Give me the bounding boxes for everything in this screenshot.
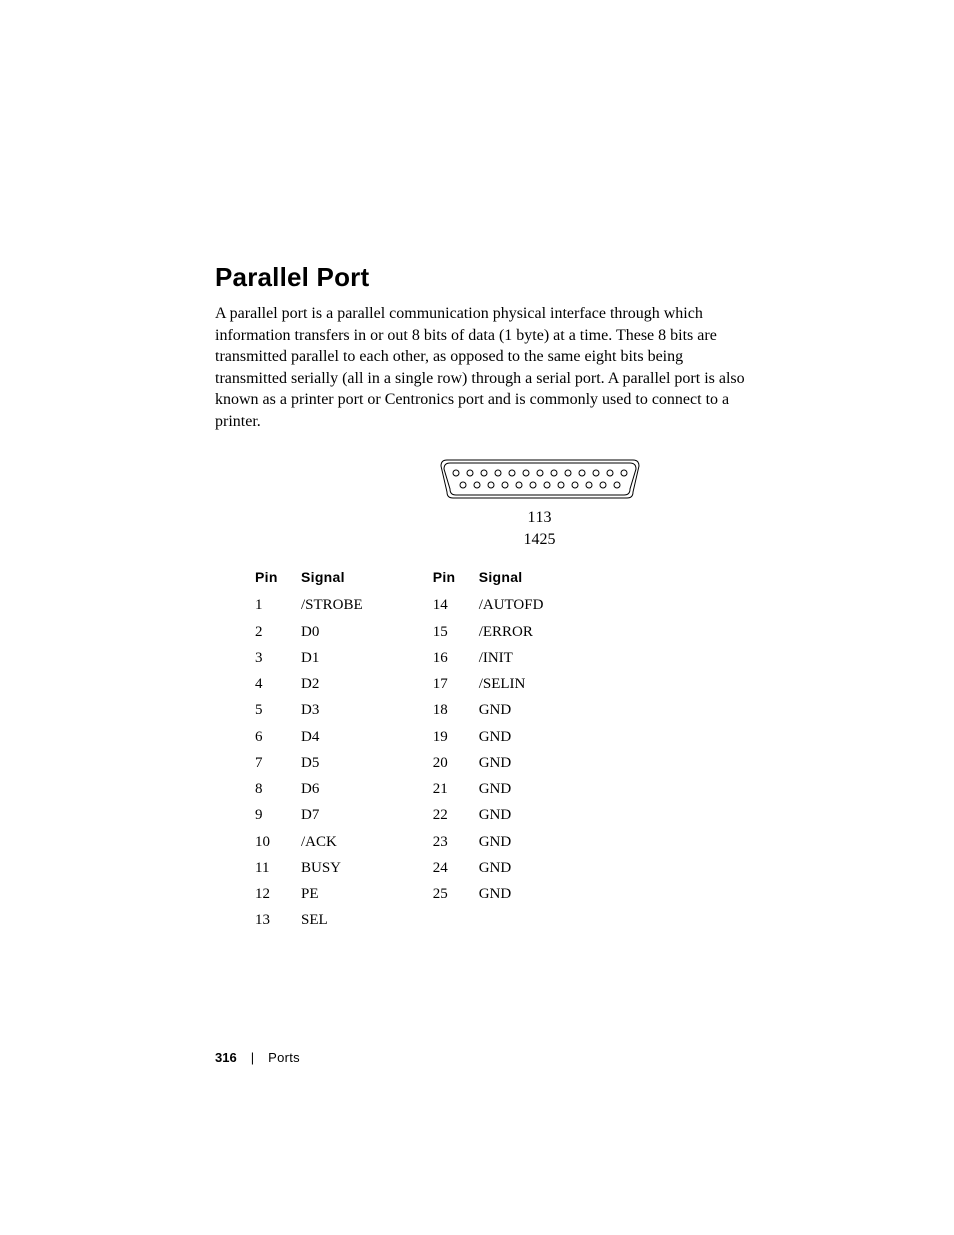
pin-number: 1 (255, 595, 289, 615)
pin-number: 12 (255, 884, 289, 904)
pin-signal: GND (479, 805, 544, 825)
pin-number: 13 (255, 910, 289, 930)
pin-number: 11 (255, 858, 289, 878)
pin-signal: GND (479, 700, 544, 720)
pin-number: 10 (255, 832, 289, 852)
pin-table: Pin Signal 1/STROBE 2 D0 3 D1 4 D2 5 D3 6 D4 7 D5 8 D6… (255, 568, 785, 930)
page: Parallel Port A parallel port is a paral… (0, 0, 954, 1235)
connector-label-bottom-right: 25 (540, 529, 556, 551)
pin-number: 25 (433, 884, 467, 904)
pin-signal: /INIT (479, 648, 544, 668)
pin-number: 2 (255, 622, 289, 642)
pin-number: 22 (433, 805, 467, 825)
page-title: Parallel Port (215, 260, 864, 295)
pin-number: 19 (433, 727, 467, 747)
pin-signal: GND (479, 832, 544, 852)
pin-number: 5 (255, 700, 289, 720)
pin-signal: D6 (301, 779, 363, 799)
pin-signal: BUSY (301, 858, 363, 878)
pin-number: 23 (433, 832, 467, 852)
pin-signal: D2 (301, 674, 363, 694)
footer-divider: | (251, 1049, 254, 1067)
connector-label-row-top: 1 13 (455, 507, 625, 529)
pin-signal: SEL (301, 910, 363, 930)
pin-number: 3 (255, 648, 289, 668)
connector-label-top-left: 1 (528, 507, 536, 529)
pin-number: 7 (255, 753, 289, 773)
pin-number: 6 (255, 727, 289, 747)
pin-table-right-column: Pin Signal 14/AUTOFD 15/ERROR 16/INIT 17/SE… (433, 568, 544, 930)
pin-number: 17 (433, 674, 467, 694)
pin-number: 9 (255, 805, 289, 825)
connector-label-row-bottom: 14 25 (466, 529, 614, 551)
pin-number: 18 (433, 700, 467, 720)
connector-diagram: 1 13 14 25 (440, 457, 640, 551)
pin-signal: GND (479, 858, 544, 878)
pin-number: 21 (433, 779, 467, 799)
footer-section: Ports (268, 1049, 300, 1067)
pin-header: Pin (255, 568, 289, 589)
pin-number: 14 (433, 595, 467, 615)
page-number: 316 (215, 1049, 237, 1067)
pin-signal: D0 (301, 622, 363, 642)
pin-signal: /AUTOFD (479, 595, 544, 615)
pin-signal: /ACK (301, 832, 363, 852)
signal-header: Signal (479, 568, 544, 589)
pin-number: 8 (255, 779, 289, 799)
pin-signal: D1 (301, 648, 363, 668)
pin-signal: GND (479, 779, 544, 799)
page-footer: 316 | Ports (215, 1049, 300, 1067)
db25-connector-icon (440, 457, 640, 501)
pin-table-left-column: Pin Signal 1/STROBE 2 D0 3 D1 4 D2 5 D3 6 D4 7 D5 8 D6… (255, 568, 363, 930)
connector-diagram-block: 1 13 14 25 (275, 457, 805, 551)
pin-signal: GND (479, 884, 544, 904)
pin-signal: D4 (301, 727, 363, 747)
pin-signal: D5 (301, 753, 363, 773)
pin-number: 15 (433, 622, 467, 642)
pin-signal: GND (479, 727, 544, 747)
connector-label-bottom-left: 14 (524, 529, 540, 551)
pin-header: Pin (433, 568, 467, 589)
pin-signal: /SELIN (479, 674, 544, 694)
pin-signal: /ERROR (479, 622, 544, 642)
pin-signal: /STROBE (301, 595, 363, 615)
connector-label-top-right: 13 (536, 507, 552, 529)
pin-signal: GND (479, 753, 544, 773)
pin-number: 4 (255, 674, 289, 694)
pin-number: 20 (433, 753, 467, 773)
pin-signal: D3 (301, 700, 363, 720)
pin-number: 24 (433, 858, 467, 878)
signal-header: Signal (301, 568, 363, 589)
pin-signal: D7 (301, 805, 363, 825)
body-paragraph: A parallel port is a parallel communicat… (215, 303, 745, 433)
pin-number: 16 (433, 648, 467, 668)
pin-signal: PE (301, 884, 363, 904)
